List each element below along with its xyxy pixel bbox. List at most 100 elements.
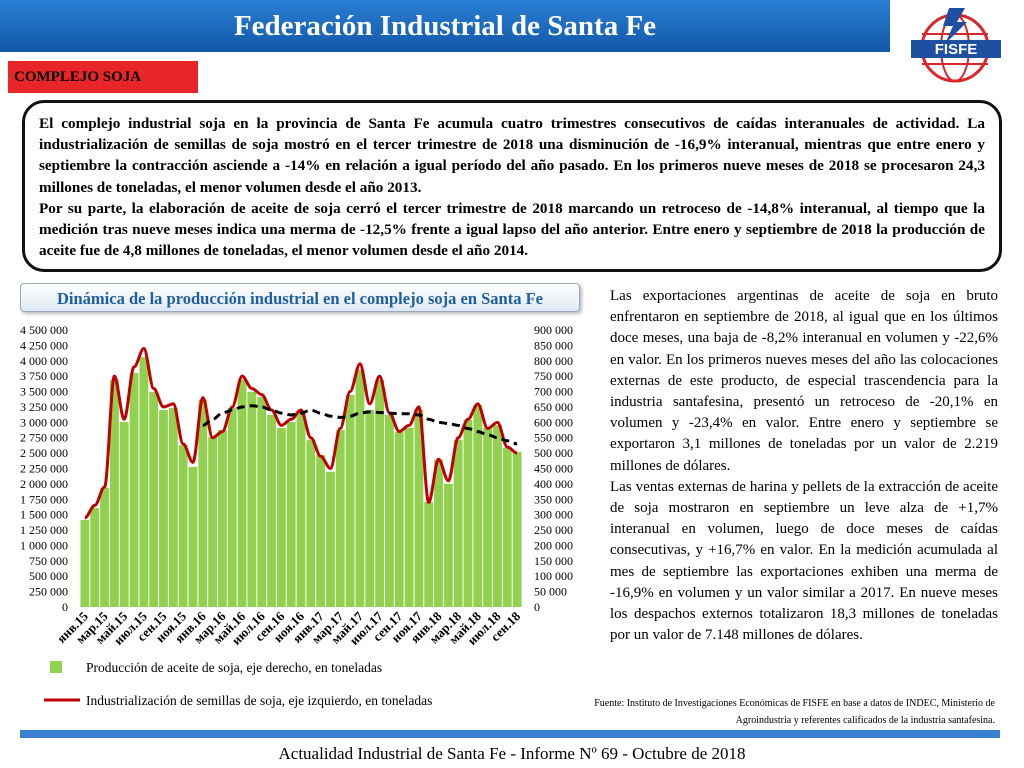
side-paragraph: Las exportaciones argentinas de aceite d… — [610, 288, 998, 474]
y-tick-label: 1 500 000 — [20, 508, 68, 522]
bar — [394, 431, 404, 607]
logo-bolt — [943, 8, 967, 44]
bar — [404, 427, 414, 607]
y-tick-label: 700 000 — [534, 385, 573, 399]
bar — [326, 471, 335, 607]
bar — [149, 391, 159, 607]
summary-box: El complejo industrial soja en la provin… — [22, 100, 1002, 272]
logo-text: FISFE — [935, 41, 978, 58]
side-paragraph: Las ventas externas de harina y pellets … — [610, 478, 998, 644]
y-tick-label: 850 000 — [534, 338, 573, 352]
bar — [227, 407, 237, 607]
y-tick-label: 500 000 — [534, 446, 573, 460]
y-tick-label: 500 000 — [29, 569, 68, 583]
bar — [208, 437, 218, 607]
y-tick-label: 2 000 000 — [20, 477, 68, 491]
bar — [90, 507, 100, 607]
y-tick-label: 600 000 — [534, 415, 573, 429]
bar — [375, 379, 384, 607]
bar — [335, 430, 345, 607]
y-tick-label: 800 000 — [534, 354, 573, 368]
y-tick-label: 4 500 000 — [20, 323, 68, 337]
y-tick-label: 400 000 — [534, 477, 573, 491]
bar — [178, 445, 188, 607]
bar — [139, 357, 149, 607]
y-tick-label: 150 000 — [534, 554, 573, 568]
bar — [483, 427, 493, 607]
bar — [80, 519, 90, 607]
header-title: Federación Industrial de Santa Fe — [0, 0, 890, 52]
source-note: Fuente: Instituto de Investigaciones Eco… — [594, 698, 995, 726]
y-tick-label: 750 000 — [29, 554, 68, 568]
bar — [109, 379, 119, 607]
bar — [443, 483, 453, 607]
y-tick-label: 750 000 — [534, 369, 573, 383]
bar — [384, 414, 394, 607]
bar — [237, 379, 247, 607]
bar — [129, 373, 139, 607]
y-tick-label: 200 000 — [534, 538, 573, 552]
logo: FISFE — [911, 8, 1001, 83]
chart-title: Dinámica de la producción industrial en … — [20, 283, 580, 312]
bar — [276, 427, 286, 607]
y-tick-label: 3 250 000 — [20, 400, 68, 414]
side-text: Las exportaciones argentinas de aceite d… — [610, 286, 998, 646]
bar — [257, 397, 267, 607]
bar — [198, 399, 208, 607]
bar — [453, 439, 463, 607]
legend-swatch — [50, 661, 62, 673]
bar — [267, 414, 276, 607]
bar — [493, 425, 502, 607]
y-tick-label: 50 000 — [534, 585, 567, 599]
bar — [119, 422, 129, 607]
summary-paragraph: El complejo industrial soja en la provin… — [39, 115, 985, 196]
y-tick-label: 650 000 — [534, 400, 573, 414]
bar — [296, 411, 306, 607]
bar — [424, 502, 434, 607]
bar — [434, 459, 443, 607]
bar — [188, 466, 198, 607]
section-tag: COMPLEJO SOJA — [8, 61, 198, 93]
bar — [168, 407, 178, 607]
trend-line — [202, 404, 518, 446]
bar — [100, 487, 109, 607]
y-tick-label: 900 000 — [534, 323, 573, 337]
bar — [286, 422, 296, 607]
y-tick-label: 4 250 000 — [20, 338, 68, 352]
bar — [306, 439, 316, 607]
legend-label: Producción de aceite de soja, eje derech… — [86, 660, 382, 675]
bar — [316, 454, 326, 607]
y-tick-label: 300 000 — [534, 508, 573, 522]
y-tick-label: 250 000 — [534, 523, 573, 537]
y-tick-label: 550 000 — [534, 431, 573, 445]
y-tick-label: 2 750 000 — [20, 431, 68, 445]
summary-paragraph: Por su parte, la elaboración de aceite d… — [39, 199, 985, 260]
bar — [414, 410, 424, 607]
y-tick-label: 3 500 000 — [20, 385, 68, 399]
y-tick-label: 1 250 000 — [20, 523, 68, 537]
y-tick-label: 4 000 000 — [20, 354, 68, 368]
bar — [218, 430, 227, 607]
bar — [355, 370, 365, 607]
y-tick-label: 3 750 000 — [20, 369, 68, 383]
footer: Actualidad Industrial de Santa Fe - Info… — [278, 744, 746, 763]
y-tick-label: 2 500 000 — [20, 446, 68, 460]
y-tick-label: 3 000 000 — [20, 415, 68, 429]
bar — [159, 410, 168, 607]
y-tick-label: 1 000 000 — [20, 538, 68, 552]
y-tick-label: 1 750 000 — [20, 492, 68, 506]
bar — [502, 447, 512, 607]
y-tick-label: 250 000 — [29, 585, 68, 599]
bar — [512, 451, 522, 607]
y-tick-label: 100 000 — [534, 569, 573, 583]
divider — [20, 730, 1000, 738]
line — [84, 346, 518, 520]
bar — [247, 391, 257, 607]
y-tick-label: 2 250 000 — [20, 462, 68, 476]
bar — [345, 394, 355, 607]
bar — [365, 410, 375, 607]
bar — [473, 405, 483, 607]
legend-label: Industrialización de semillas de soja, e… — [86, 693, 432, 708]
